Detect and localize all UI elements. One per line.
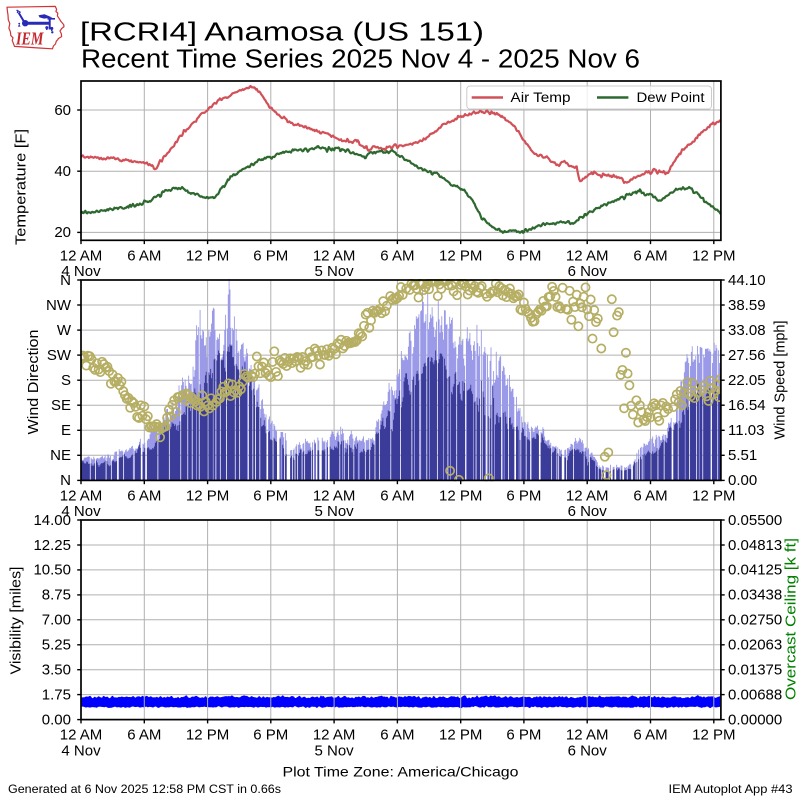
svg-text:3.50: 3.50	[42, 662, 71, 679]
svg-text:12 AM: 12 AM	[60, 247, 103, 264]
svg-text:12 PM: 12 PM	[439, 247, 482, 264]
svg-text:Air Temp: Air Temp	[511, 90, 571, 106]
svg-text:14.00: 14.00	[33, 512, 71, 529]
svg-text:0.03438: 0.03438	[728, 587, 782, 604]
svg-text:N: N	[60, 472, 71, 489]
svg-text:33.08: 33.08	[728, 322, 766, 339]
svg-text:5.51: 5.51	[728, 447, 757, 464]
svg-text:6 AM: 6 AM	[127, 488, 161, 505]
svg-text:0.04813: 0.04813	[728, 537, 782, 554]
svg-text:SE: SE	[51, 397, 71, 414]
svg-text:12 PM: 12 PM	[692, 247, 735, 264]
svg-text:5.25: 5.25	[42, 637, 71, 654]
svg-text:IEM: IEM	[15, 29, 44, 49]
svg-text:6 AM: 6 AM	[380, 488, 414, 505]
svg-text:12 AM: 12 AM	[313, 488, 356, 505]
svg-text:16.54: 16.54	[728, 397, 766, 414]
svg-text:Overcast Ceiling [k ft]: Overcast Ceiling [k ft]	[783, 538, 800, 700]
svg-text:6 AM: 6 AM	[633, 488, 667, 505]
svg-text:4 Nov: 4 Nov	[61, 263, 101, 280]
svg-text:5 Nov: 5 Nov	[315, 503, 355, 520]
svg-text:6 PM: 6 PM	[506, 488, 541, 505]
svg-text:N: N	[60, 272, 71, 289]
svg-text:12 PM: 12 PM	[186, 247, 229, 264]
svg-text:12 PM: 12 PM	[439, 488, 482, 505]
svg-text:0.00688: 0.00688	[728, 686, 782, 703]
svg-text:Wind Direction: Wind Direction	[25, 330, 42, 435]
svg-text:12 AM: 12 AM	[313, 727, 356, 744]
svg-text:6 Nov: 6 Nov	[568, 503, 608, 520]
svg-text:6 AM: 6 AM	[127, 727, 161, 744]
svg-text:12 AM: 12 AM	[60, 727, 103, 744]
svg-text:6 AM: 6 AM	[633, 727, 667, 744]
svg-text:12 AM: 12 AM	[566, 727, 609, 744]
svg-text:0.02063: 0.02063	[728, 637, 782, 654]
svg-text:4 Nov: 4 Nov	[61, 742, 101, 759]
svg-text:6 AM: 6 AM	[127, 247, 161, 264]
svg-text:E: E	[61, 422, 71, 439]
svg-text:44.10: 44.10	[728, 272, 766, 289]
svg-text:Dew Point: Dew Point	[637, 90, 705, 106]
svg-text:11.03: 11.03	[728, 422, 764, 439]
svg-text:12 AM: 12 AM	[313, 247, 356, 264]
svg-text:6 Nov: 6 Nov	[568, 742, 608, 759]
svg-text:60: 60	[54, 102, 71, 119]
svg-text:6 PM: 6 PM	[253, 727, 288, 744]
svg-text:6 AM: 6 AM	[633, 247, 667, 264]
svg-text:0.00000: 0.00000	[728, 711, 782, 728]
svg-text:6 PM: 6 PM	[253, 247, 288, 264]
svg-text:12 PM: 12 PM	[186, 488, 229, 505]
svg-text:12 PM: 12 PM	[692, 727, 735, 744]
svg-text:W: W	[57, 322, 72, 339]
svg-text:0.04125: 0.04125	[728, 562, 782, 579]
svg-text:38.59: 38.59	[728, 297, 766, 314]
svg-text:40: 40	[54, 163, 71, 180]
svg-text:NW: NW	[46, 297, 72, 314]
svg-text:12 PM: 12 PM	[439, 727, 482, 744]
svg-text:Temperature [F]: Temperature [F]	[12, 129, 29, 245]
svg-text:NE: NE	[50, 447, 71, 464]
svg-text:20: 20	[54, 224, 71, 241]
svg-text:27.56: 27.56	[728, 347, 766, 364]
svg-text:6 AM: 6 AM	[380, 727, 414, 744]
svg-text:8.75: 8.75	[42, 587, 71, 604]
svg-text:0.01375: 0.01375	[728, 662, 782, 679]
svg-text:Visibility [miles]: Visibility [miles]	[8, 567, 25, 675]
svg-text:SW: SW	[47, 347, 72, 364]
svg-text:IEM Autoplot App #43: IEM Autoplot App #43	[669, 782, 793, 796]
svg-text:0.02750: 0.02750	[728, 612, 782, 629]
svg-text:6 PM: 6 PM	[253, 488, 288, 505]
svg-text:22.05: 22.05	[728, 372, 766, 389]
svg-text:6 Nov: 6 Nov	[568, 263, 608, 280]
svg-text:6 AM: 6 AM	[380, 247, 414, 264]
svg-text:10.50: 10.50	[33, 562, 71, 579]
svg-text:S: S	[61, 372, 71, 389]
svg-text:5 Nov: 5 Nov	[315, 263, 355, 280]
svg-text:12.25: 12.25	[33, 537, 71, 554]
svg-text:12 AM: 12 AM	[60, 488, 103, 505]
svg-text:12 AM: 12 AM	[566, 247, 609, 264]
svg-text:4 Nov: 4 Nov	[61, 503, 101, 520]
svg-text:[RCRI4] Anamosa (US 151): [RCRI4] Anamosa (US 151)	[80, 19, 484, 47]
svg-text:12 AM: 12 AM	[566, 488, 609, 505]
svg-text:0.00: 0.00	[42, 711, 71, 728]
svg-text:5 Nov: 5 Nov	[315, 742, 355, 759]
svg-text:Generated at 6 Nov 2025 12:58: Generated at 6 Nov 2025 12:58 PM CST in …	[8, 782, 281, 796]
svg-text:1.75: 1.75	[42, 686, 71, 703]
svg-text:Wind Speed [mph]: Wind Speed [mph]	[771, 321, 788, 440]
svg-text:0.05500: 0.05500	[728, 512, 782, 529]
svg-text:12 PM: 12 PM	[692, 488, 735, 505]
svg-text:7.00: 7.00	[42, 612, 71, 629]
svg-text:6 PM: 6 PM	[506, 727, 541, 744]
svg-text:6 PM: 6 PM	[506, 247, 541, 264]
svg-text:12 PM: 12 PM	[186, 727, 229, 744]
svg-text:Plot Time Zone: America/Chicag: Plot Time Zone: America/Chicago	[283, 765, 519, 780]
svg-text:0.00: 0.00	[728, 472, 757, 489]
svg-text:Recent Time Series 2025 Nov 4: Recent Time Series 2025 Nov 4 - 2025 Nov…	[81, 46, 640, 74]
